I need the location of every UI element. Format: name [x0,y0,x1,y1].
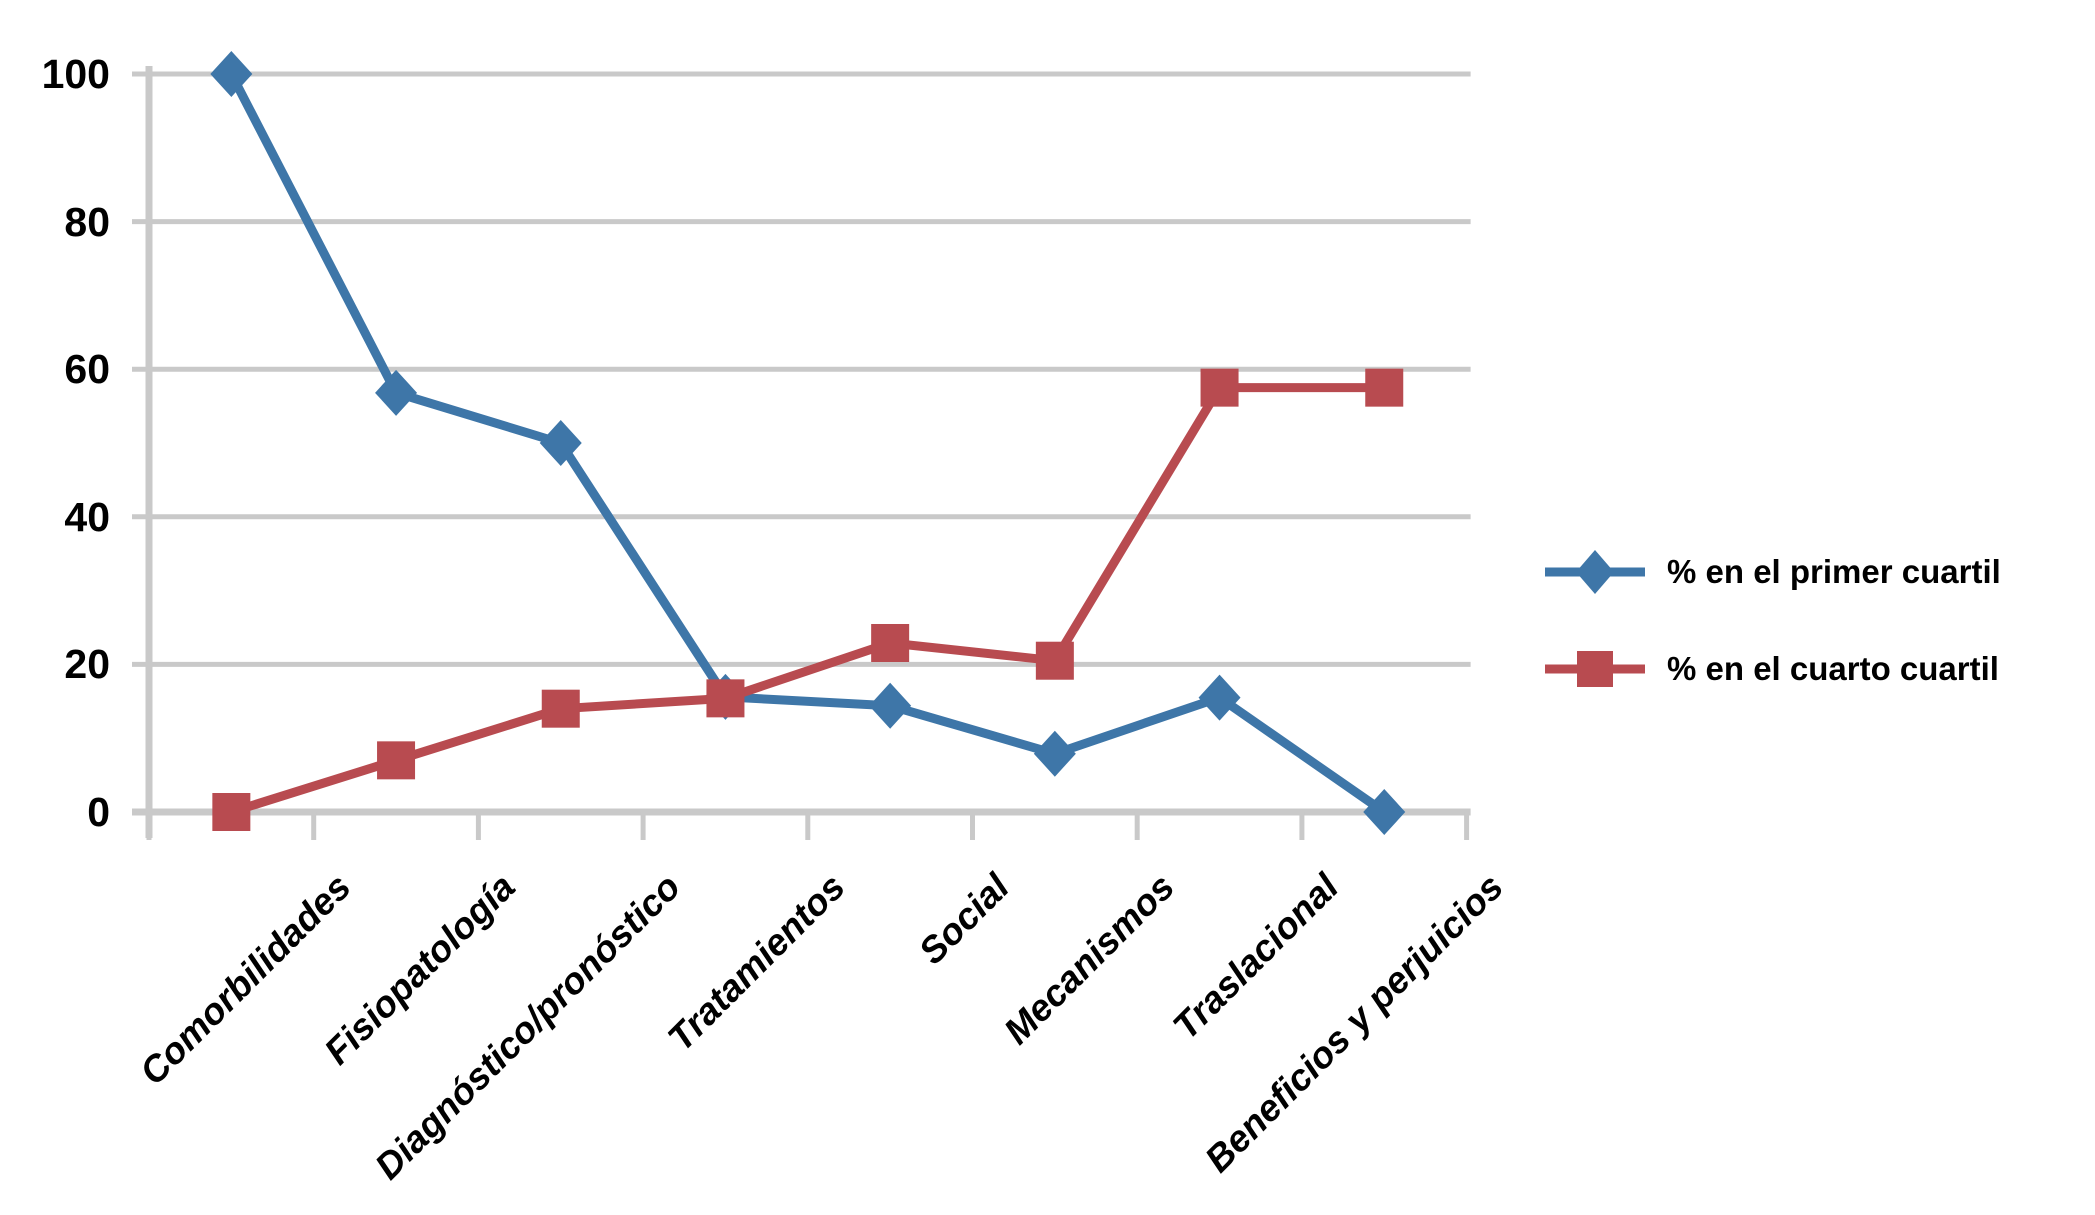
data-point-diamond [1363,789,1406,835]
data-point-square [212,793,251,831]
legend-label-cuarto-cuartil: % en el cuarto cuartil [1667,650,1999,687]
y-tick-label: 0 [87,789,110,835]
y-tick-label: 60 [64,346,110,393]
series-line-0 [227,71,1387,816]
data-point-diamond [1033,730,1076,777]
y-tick-label: 40 [64,493,110,540]
data-point-square [1365,368,1404,407]
data-point-square [706,679,745,718]
series-line-1 [230,383,1385,817]
data-point-diamond [539,420,582,466]
data-point-square [871,623,910,662]
legend-marker-square [1577,651,1613,687]
data-point-square [377,741,416,780]
data-point-square [541,689,580,728]
legend-item-cuarto-cuartil: % en el cuarto cuartil [1545,641,2001,697]
y-tick-label: 100 [41,51,110,97]
legend-marker-square-icon [1545,651,1645,687]
y-tick-label: 20 [64,641,110,688]
legend-marker-diamond [1576,550,1614,594]
data-point-diamond [210,51,253,97]
legend-item-primer-cuartil: % en el primer cuartil [1545,544,2001,600]
y-tick-label: 80 [64,198,110,245]
data-point-square [1035,641,1074,680]
legend-label-primer-cuartil: % en el primer cuartil [1667,553,2001,590]
data-point-diamond [869,682,912,729]
legend-marker-diamond-icon [1545,550,1645,594]
data-point-square [1200,368,1239,407]
data-point-diamond [1198,674,1241,721]
data-point-diamond [375,369,418,416]
legend: % en el primer cuartil % en el cuarto cu… [1545,544,2001,697]
